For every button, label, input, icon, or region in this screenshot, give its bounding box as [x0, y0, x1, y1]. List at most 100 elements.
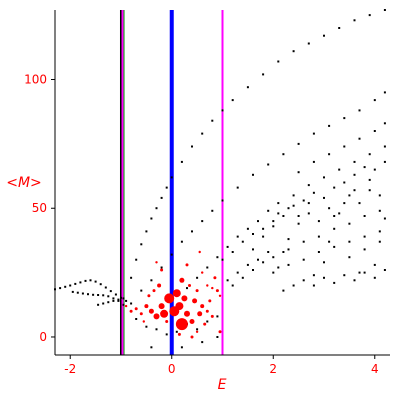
point-1-6 — [153, 313, 160, 320]
point-0-199 — [135, 318, 138, 320]
point-0-100 — [287, 248, 290, 251]
point-0-27 — [97, 303, 100, 306]
x-tick-label--2: -2 — [64, 362, 76, 376]
point-1-41 — [218, 330, 222, 334]
point-0-193 — [206, 320, 209, 323]
point-0-40 — [165, 186, 168, 189]
point-0-168 — [272, 220, 275, 223]
point-0-46 — [221, 109, 224, 112]
point-1-38 — [218, 294, 222, 297]
point-0-39 — [160, 196, 163, 199]
point-0-50 — [277, 60, 280, 63]
point-0-79 — [196, 276, 199, 279]
point-0-171 — [297, 215, 300, 217]
point-0-91 — [338, 168, 341, 171]
point-0-19 — [87, 293, 89, 296]
point-1-36 — [201, 271, 204, 274]
point-0-77 — [383, 91, 386, 94]
tick-labels: -2 0 2 4 0 50 100 — [24, 73, 378, 376]
point-0-61 — [170, 253, 173, 256]
point-0-93 — [368, 153, 371, 156]
point-0-69 — [267, 163, 270, 166]
point-0-2 — [64, 285, 67, 288]
point-0-5 — [79, 281, 82, 284]
point-0-59 — [150, 279, 153, 282]
point-1-33 — [185, 263, 189, 267]
point-0-158 — [343, 274, 346, 277]
point-0-101 — [302, 240, 305, 243]
point-1-28 — [195, 289, 199, 293]
point-0-132 — [358, 271, 361, 274]
point-0-94 — [383, 145, 386, 148]
point-0-41 — [170, 176, 173, 179]
point-0-90 — [323, 176, 325, 179]
point-0-107 — [272, 271, 275, 274]
point-0-82 — [226, 245, 229, 248]
point-0-25 — [117, 299, 120, 302]
point-0-141 — [282, 215, 285, 217]
point-0-95 — [231, 284, 234, 287]
point-1-4 — [169, 306, 180, 317]
point-0-118 — [257, 258, 259, 261]
point-0-31 — [117, 298, 120, 301]
point-1-12 — [148, 308, 154, 314]
point-0-179 — [378, 194, 381, 197]
point-0-148 — [353, 173, 356, 176]
x-tick-label-0: 0 — [168, 362, 176, 376]
point-0-13 — [120, 296, 122, 299]
x-tick-label-4: 4 — [371, 362, 379, 376]
point-0-140 — [272, 225, 275, 228]
point-0-186 — [383, 122, 386, 125]
point-1-22 — [203, 322, 207, 326]
point-1-26 — [152, 289, 156, 293]
axes — [54, 10, 390, 356]
point-0-9 — [99, 283, 102, 286]
point-1-3 — [160, 309, 169, 318]
point-0-165 — [241, 240, 244, 243]
point-0-160 — [363, 271, 366, 274]
point-0-133 — [363, 248, 366, 251]
point-0-129 — [343, 202, 346, 205]
point-1-34 — [155, 261, 158, 264]
y-tick-label-0: 0 — [39, 330, 47, 344]
point-0-21 — [97, 294, 100, 296]
point-0-157 — [333, 281, 336, 284]
point-1-37 — [211, 286, 214, 290]
point-0-75 — [358, 109, 361, 112]
point-0-20 — [92, 293, 95, 296]
point-0-88 — [292, 194, 295, 197]
point-1-11 — [197, 311, 203, 317]
point-0-14 — [125, 299, 128, 302]
point-0-53 — [323, 34, 325, 37]
point-0-114 — [378, 230, 381, 233]
point-0-48 — [246, 86, 249, 89]
point-0-43 — [191, 145, 193, 148]
point-0-163 — [221, 258, 224, 261]
point-1-21 — [210, 314, 214, 318]
point-0-32 — [122, 297, 125, 300]
point-0-12 — [114, 293, 117, 296]
point-0-15 — [130, 302, 133, 305]
point-0-26 — [122, 303, 125, 306]
point-0-70 — [282, 153, 285, 156]
point-0-139 — [262, 235, 265, 238]
point-0-29 — [107, 301, 110, 304]
point-0-166 — [252, 233, 254, 235]
point-0-1 — [59, 287, 62, 290]
point-1-32 — [160, 268, 164, 272]
point-0-172 — [307, 202, 310, 205]
point-1-25 — [179, 277, 185, 283]
point-0-103 — [333, 227, 336, 230]
point-0-146 — [333, 186, 336, 189]
x-tick-label-2: 2 — [269, 362, 277, 376]
point-1-20 — [205, 309, 209, 313]
point-0-154 — [302, 279, 305, 282]
point-0-45 — [211, 119, 214, 122]
point-1-27 — [188, 284, 191, 287]
point-0-167 — [262, 227, 265, 230]
point-0-144 — [312, 191, 315, 194]
point-0-177 — [358, 202, 361, 205]
point-0-117 — [246, 263, 249, 266]
point-0-73 — [328, 124, 331, 127]
